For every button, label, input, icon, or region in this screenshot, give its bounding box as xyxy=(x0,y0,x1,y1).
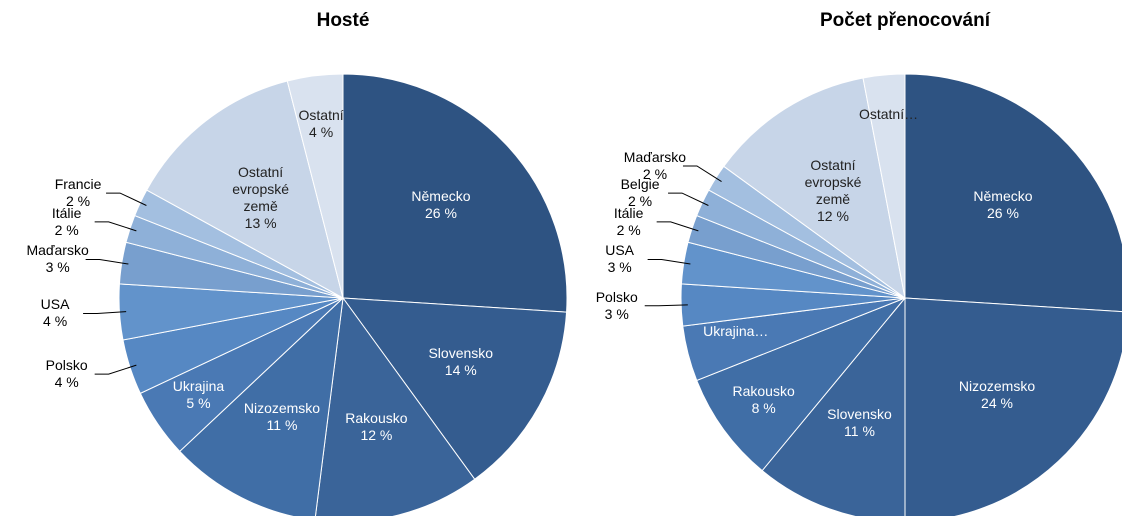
category-label: Maďarsko xyxy=(623,148,687,165)
value-label: 4 % xyxy=(54,374,79,391)
slice-label: Rakousko 12 % xyxy=(328,410,424,444)
category-label: Itálie xyxy=(51,204,82,221)
slice-label: Ostatní 4 % xyxy=(273,107,369,141)
value-label: 3 % xyxy=(604,305,629,322)
leader-line xyxy=(83,311,127,314)
category-label: Nizozemsko xyxy=(243,399,321,416)
category-label: Německo xyxy=(411,187,471,204)
leader-line xyxy=(647,258,691,265)
leader-line xyxy=(106,192,147,206)
category-label: Polsko xyxy=(45,357,88,374)
slice-label: USA 3 % xyxy=(572,242,668,276)
pie-slice xyxy=(723,77,906,300)
value-label: 3 % xyxy=(45,259,70,276)
value-label: 2 % xyxy=(54,221,79,238)
leader-line xyxy=(94,221,137,232)
slice-label: Belgie 2 % xyxy=(592,176,688,210)
category-label: Ostatní evropské země xyxy=(804,156,862,207)
pie-slice xyxy=(286,73,344,299)
category-label: Rakousko xyxy=(345,410,408,427)
slice-label: Itálie 2 % xyxy=(19,205,115,239)
slice-label: Ostatní evropské země 13 % xyxy=(221,164,301,232)
value-label: 24 % xyxy=(981,394,1013,411)
slice-label: Ukrajina… xyxy=(688,323,784,340)
value-label: 11 % xyxy=(266,416,298,433)
chart-title: Počet přenocování xyxy=(820,10,990,31)
slice-label: Nizozemsko 11 % xyxy=(234,400,330,434)
slice-label: Ostatní evropské země 12 % xyxy=(793,157,873,225)
value-label: 26 % xyxy=(987,204,1019,221)
value-label: 8 % xyxy=(751,399,776,416)
category-label: Itálie xyxy=(613,204,644,221)
pie-slice xyxy=(904,73,1122,313)
pie-slice xyxy=(761,296,906,516)
value-label: 14 % xyxy=(444,361,477,378)
slice-label: Francie 2 % xyxy=(30,176,126,210)
category-label: Německo xyxy=(973,187,1033,204)
category-label: Ukrajina xyxy=(172,378,225,395)
pie-slice xyxy=(862,73,906,299)
value-label: 13 % xyxy=(244,214,277,231)
slice-label: Ukrajina 5 % xyxy=(150,378,246,412)
value-label: 5 % xyxy=(186,395,211,412)
value-label: 11 % xyxy=(844,423,875,440)
slice-label: Polsko 3 % xyxy=(569,289,665,323)
slice-label: Německo 26 % xyxy=(955,188,1051,222)
pie-slice xyxy=(179,296,344,516)
category-label: Polsko xyxy=(595,288,638,305)
category-label: Ostatní xyxy=(298,106,344,123)
category-label: Nizozemsko xyxy=(958,377,1036,394)
category-label: Belgie xyxy=(620,176,660,193)
category-label: Slovensko xyxy=(428,344,494,361)
slice-label: Itálie 2 % xyxy=(581,205,677,239)
slice-label: USA 4 % xyxy=(7,296,103,330)
slice-label: Nizozemsko 24 % xyxy=(949,378,1045,412)
value-label: 26 % xyxy=(425,204,457,221)
pie-slice xyxy=(904,297,1122,516)
slice-label: Slovensko 11 % xyxy=(811,406,907,440)
value-label: 2 % xyxy=(65,193,91,210)
value-label: 2 % xyxy=(627,193,653,210)
value-label: 12 % xyxy=(817,207,849,224)
slice-label: Maďarsko 2 % xyxy=(607,149,703,183)
slice-label: Slovensko 14 % xyxy=(413,345,509,379)
category-label: Ostatní… xyxy=(858,106,919,123)
slice-label: Polsko 4 % xyxy=(19,357,115,391)
leader-line xyxy=(668,192,709,206)
chart-title: Hosté xyxy=(316,10,370,31)
leader-line xyxy=(656,221,699,232)
category-label: Maďarsko xyxy=(26,242,89,259)
category-label: USA xyxy=(605,242,635,259)
leader-line xyxy=(644,304,688,307)
category-label: Rakousko xyxy=(732,382,795,399)
category-label: Ukrajina… xyxy=(703,323,769,340)
pie-slice xyxy=(314,296,476,516)
value-label: 2 % xyxy=(642,165,668,182)
category-label: Francie xyxy=(54,176,102,193)
value-label: 4 % xyxy=(309,123,334,140)
pie-slice xyxy=(342,73,568,313)
pie-slice xyxy=(696,297,906,472)
slice-label: Ostatní… xyxy=(841,106,937,123)
category-label: Ostatní evropské země xyxy=(232,163,290,214)
slice-label: Rakousko 8 % xyxy=(716,383,812,417)
slice-label: Německo 26 % xyxy=(393,188,489,222)
value-label: 4 % xyxy=(43,313,68,330)
leader-line xyxy=(682,165,722,182)
leader-line xyxy=(94,364,137,375)
value-label: 2 % xyxy=(616,221,641,238)
pie-slice xyxy=(341,297,568,480)
slice-label: Maďarsko 3 % xyxy=(10,242,106,276)
leader-line xyxy=(85,258,129,265)
pie-slice xyxy=(146,80,344,299)
value-label: 12 % xyxy=(360,427,393,444)
value-label: 3 % xyxy=(607,259,632,276)
category-label: USA xyxy=(40,296,70,313)
category-label: Slovensko xyxy=(827,406,892,423)
